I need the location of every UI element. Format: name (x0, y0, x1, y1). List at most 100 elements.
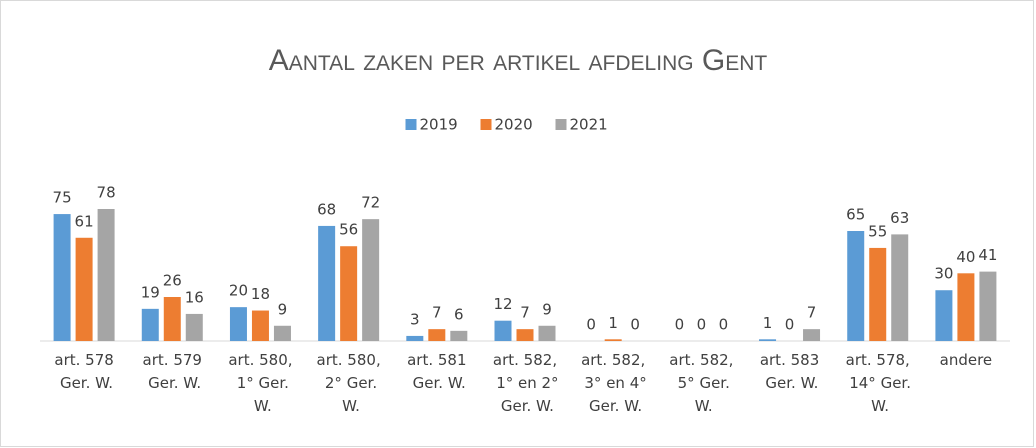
x-tick-line: W. (866, 397, 889, 415)
bar (847, 231, 865, 341)
bar (604, 339, 622, 341)
bar (803, 329, 821, 341)
bar (185, 313, 203, 341)
value-label: 9 (278, 300, 288, 318)
value-label: 0 (785, 316, 795, 334)
x-tick-line: W. (337, 397, 360, 415)
x-tick-line: Ger. W. (55, 374, 113, 392)
x-tick-label: art. 582, 3° en 4° Ger. W. (580, 351, 647, 415)
bar (229, 307, 247, 341)
x-tick-line: art. 580, (317, 351, 381, 369)
x-tick-line: 1° en 2° (491, 374, 558, 392)
bar (251, 310, 269, 341)
value-label: 40 (956, 248, 975, 266)
bar (362, 219, 380, 341)
x-tick-line: art. 582, (669, 351, 733, 369)
value-label: 75 (53, 189, 72, 207)
value-label: 0 (675, 316, 685, 334)
x-tick-line: Ger. W. (408, 374, 466, 392)
value-label: 30 (934, 265, 953, 283)
x-tick-line: art. 580, (228, 351, 292, 369)
bar (450, 330, 468, 341)
value-label: 72 (361, 194, 380, 212)
value-label: 16 (185, 288, 204, 306)
bar (406, 335, 424, 341)
x-tick-line: W. (690, 397, 713, 415)
value-label: 7 (520, 304, 530, 322)
bar (869, 247, 887, 341)
bar (516, 329, 534, 341)
value-label: 12 (493, 295, 512, 313)
legend-label: 2021 (570, 116, 608, 134)
x-tick-label: art. 582, 1° en 2° Ger. W. (491, 351, 558, 415)
legend-swatch (480, 119, 492, 130)
bar (759, 339, 777, 341)
x-tick-line: Ger. W. (496, 397, 554, 415)
value-label: 61 (75, 212, 94, 230)
x-tick-line: 1° Ger. (232, 374, 289, 392)
bar (891, 234, 909, 341)
value-label: 65 (846, 206, 865, 224)
x-tick-line: art. 578, (846, 351, 910, 369)
value-label: 0 (586, 316, 596, 334)
value-label: 26 (163, 272, 182, 290)
bar (957, 273, 975, 341)
bar (979, 271, 997, 341)
bar (318, 225, 336, 341)
value-label: 0 (697, 316, 707, 334)
x-tick-line: art. 582, (493, 351, 557, 369)
x-tick-line: Ger. W. (761, 374, 819, 392)
value-label: 7 (807, 304, 817, 322)
x-tick-label: art. 578 Ger. W. (54, 351, 113, 392)
value-label: 19 (141, 283, 160, 301)
bar (75, 237, 93, 341)
bar (53, 214, 71, 341)
bar (340, 246, 358, 341)
bar (538, 325, 556, 341)
x-tick-label: art. 579 Ger. W. (143, 351, 202, 392)
x-tick-label: art. 583 Ger. W. (760, 351, 819, 392)
bar (494, 320, 512, 341)
value-label: 3 (410, 310, 420, 328)
value-label: 78 (97, 184, 116, 202)
x-tick-line: 2° Ger. (320, 374, 377, 392)
value-label: 1 (608, 314, 618, 332)
x-tick-line: 3° en 4° (580, 374, 647, 392)
x-tick-line: art. 582, (581, 351, 645, 369)
value-label: 0 (719, 316, 729, 334)
x-tick-line: Ger. W. (143, 374, 201, 392)
x-tick-line: art. 578 (54, 351, 113, 369)
value-label: 7 (432, 304, 442, 322)
x-tick-label: art. 582, 5° Ger. W. (669, 351, 733, 415)
x-tick-line: 14° Ger. (844, 374, 911, 392)
x-tick-line: W. (249, 397, 272, 415)
value-label: 18 (251, 285, 270, 303)
value-label: 68 (317, 200, 336, 218)
x-tick-line: andere (940, 351, 993, 369)
legend-swatch (555, 119, 567, 130)
value-label: 9 (542, 300, 552, 318)
x-tick-label: art. 581 Ger. W. (407, 351, 466, 392)
value-label: 20 (229, 282, 248, 300)
x-tick-label: art. 580, 1° Ger. W. (228, 351, 292, 415)
chart-title: Aantal zaken per artikel afdeling Gent (269, 44, 768, 77)
x-tick-line: Ger. W. (584, 397, 642, 415)
x-tick-label: andere (940, 351, 993, 369)
bar (141, 308, 159, 341)
x-tick-line: art. 579 (143, 351, 202, 369)
value-label: 6 (454, 305, 464, 323)
value-label: 63 (890, 209, 909, 227)
bar (163, 297, 181, 341)
value-label: 56 (339, 221, 358, 239)
bar (97, 209, 115, 341)
x-tick-label: art. 578, 14° Ger. W. (844, 351, 911, 415)
legend: 2019 2020 2021 (405, 116, 608, 134)
bar (935, 290, 953, 341)
value-label: 0 (630, 316, 640, 334)
value-label: 41 (978, 246, 997, 264)
legend-label: 2019 (420, 116, 458, 134)
x-tick-label: art. 580, 2° Ger. W. (317, 351, 381, 415)
legend-swatch (405, 119, 417, 130)
